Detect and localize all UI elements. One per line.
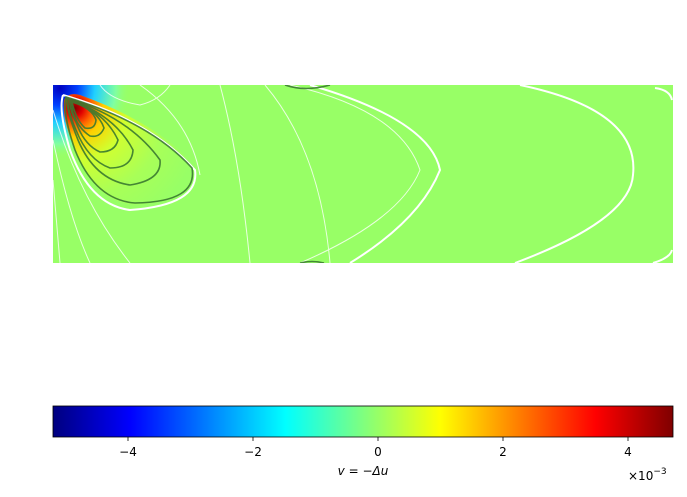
offset-exponent: −3 [653, 467, 666, 477]
colorbar-label: v = −Δu [338, 464, 389, 478]
colorbar-tick-label: −2 [244, 445, 262, 459]
colorbar-tick-label: −4 [119, 445, 137, 459]
contours-positive [64, 85, 331, 263]
offset-base: ×10 [628, 469, 653, 483]
colorbar [52, 405, 674, 438]
colorbar-tick-label: 0 [374, 445, 382, 459]
colorbar-tick-label: 2 [499, 445, 507, 459]
colorbar-offset: ×10−3 [628, 467, 667, 483]
contours-white [53, 85, 421, 263]
field [53, 85, 673, 263]
colorbar-tick-label: 4 [624, 445, 632, 459]
